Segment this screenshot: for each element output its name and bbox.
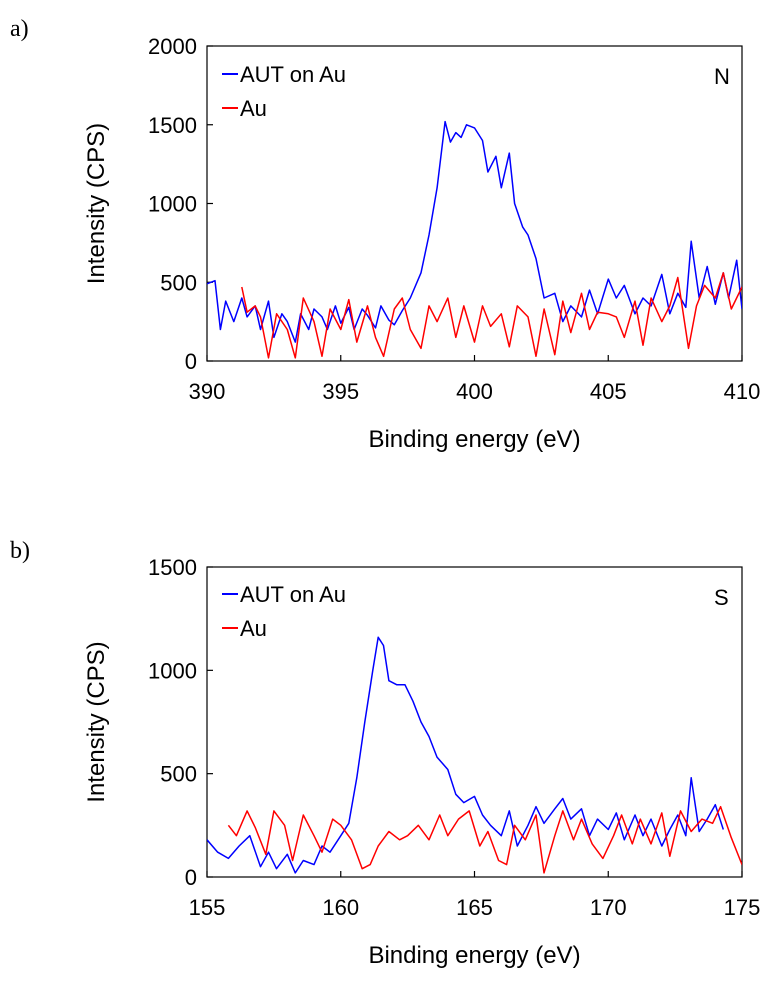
- y-axis-label: Intensity (CPS): [83, 641, 110, 802]
- x-axis-label: Binding energy (eV): [368, 942, 580, 969]
- x-tick-label: 405: [590, 379, 627, 404]
- chart-panel-a: a) 0 500 1000 1500 2000 390 395 400 405 410 Binding…: [10, 16, 760, 453]
- panel-label: b): [10, 538, 30, 564]
- x-tick-label: 170: [590, 895, 627, 920]
- y-tick-label: 1500: [148, 555, 197, 580]
- series-line-au: [227, 805, 742, 874]
- y-tick-label: 1000: [148, 658, 197, 683]
- element-annotation: N: [714, 64, 730, 89]
- x-tick-label: 410: [724, 379, 761, 404]
- panel-label: a): [10, 16, 29, 42]
- y-tick-label: 0: [185, 349, 197, 374]
- series-line-aut-on-au: [207, 120, 742, 343]
- element-annotation: S: [714, 585, 729, 610]
- legend-label: AUT on Au: [240, 582, 346, 607]
- series-line-aut-on-au: [207, 636, 725, 874]
- x-axis-label: Binding energy (eV): [368, 426, 580, 453]
- x-tick-label: 160: [322, 895, 359, 920]
- legend-label: Au: [240, 96, 267, 121]
- legend: AUT on Au Au: [222, 62, 346, 121]
- y-tick-label: 1000: [148, 192, 197, 217]
- y-tick-label: 500: [160, 762, 197, 787]
- y-tick-label: 1500: [148, 113, 197, 138]
- y-tick-label: 2000: [148, 34, 197, 59]
- legend-label: AUT on Au: [240, 62, 346, 87]
- y-tick-label: 0: [185, 865, 197, 890]
- chart-panel-b: b) 0 500 1000 1500 155 160 165 170 175 Binding ene…: [10, 538, 760, 969]
- x-tick-label: 165: [456, 895, 493, 920]
- x-tick-label: 400: [456, 379, 493, 404]
- x-tick-label: 155: [189, 895, 226, 920]
- series-line-au: [241, 272, 742, 359]
- plot-frame: [206, 45, 743, 362]
- x-tick-label: 175: [724, 895, 761, 920]
- legend: AUT on Au Au: [222, 582, 346, 641]
- legend-label: Au: [240, 616, 267, 641]
- y-tick-label: 500: [160, 270, 197, 295]
- y-axis-label: Intensity (CPS): [83, 123, 110, 284]
- x-tick-label: 395: [322, 379, 359, 404]
- x-tick-label: 390: [189, 379, 226, 404]
